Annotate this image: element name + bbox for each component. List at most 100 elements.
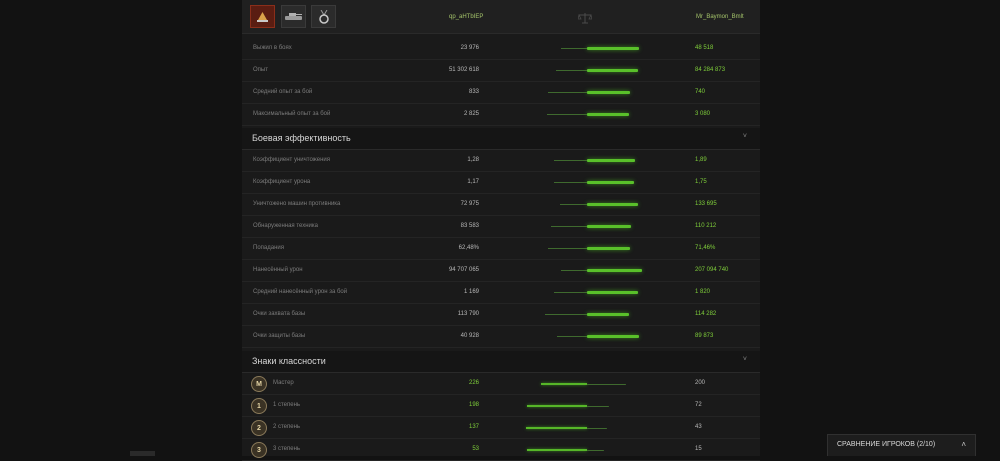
left-comparison-bar	[554, 292, 587, 293]
comparison-header	[242, 0, 760, 34]
left-player-name[interactable]: qp_aHTbIEP	[449, 14, 484, 20]
compare-players-button[interactable]: СРАВНЕНИЕ ИГРОКОВ (2/10) ˄	[827, 434, 976, 456]
right-comparison-bar	[587, 335, 639, 338]
right-comparison-bar	[587, 384, 626, 385]
left-player-value: 198	[468, 402, 479, 408]
left-comparison-bar	[548, 248, 587, 249]
right-comparison-bar	[587, 450, 604, 451]
left-player-value: 72 975	[460, 201, 479, 207]
stat-row: Обнаруженная техника 83 583 110 212	[242, 216, 760, 238]
scroll-thumb[interactable]	[130, 451, 155, 456]
chevron-down-icon: ˅	[742, 133, 747, 140]
stat-row: Средний нанесённый урон за бой 1 169 1 820	[242, 282, 760, 304]
right-player-value: 48 518	[695, 45, 714, 51]
right-player-value: 1,89	[695, 157, 707, 163]
stat-label: Очки защиты базы	[253, 333, 306, 339]
medal-icon	[318, 9, 329, 24]
right-player-value: 15	[695, 446, 702, 452]
stat-label: Попадания	[253, 245, 284, 251]
right-player-value: 43	[695, 424, 702, 430]
stat-label: Средний нанесённый урон за бой	[253, 289, 348, 295]
right-comparison-bar	[587, 91, 630, 94]
chevron-down-icon: ˅	[742, 356, 747, 363]
stat-label: Очки захвата базы	[253, 311, 306, 317]
right-player-value: 1 820	[695, 289, 711, 295]
mastery-badge-icon: 1	[251, 398, 267, 414]
right-player-value: 207 094 740	[695, 267, 729, 273]
tab-vehicles[interactable]	[281, 5, 306, 28]
left-player-value: 23 976	[460, 45, 479, 51]
right-comparison-bar	[587, 225, 631, 228]
stat-label: 1 степень	[273, 402, 301, 408]
right-player-name[interactable]: Mr_Baymon_Bmlt	[696, 14, 744, 20]
stat-label: Максимальный опыт за бой	[253, 111, 331, 117]
right-player-value: 71,46%	[695, 245, 716, 251]
right-comparison-bar	[587, 113, 629, 116]
stat-row: Очки защиты базы 40 928 89 873	[242, 326, 760, 348]
stat-label: 2 степень	[273, 424, 301, 430]
right-player-value: 114 282	[695, 311, 717, 317]
left-player-value: 53	[472, 446, 479, 452]
stat-row: 1 1 степень 198 72	[242, 395, 760, 417]
right-player-value: 1,75	[695, 179, 707, 185]
chevron-up-icon: ˄	[961, 440, 966, 449]
stat-row: Нанесённый урон 94 707 065 207 094 740	[242, 260, 760, 282]
stat-label: 3 степень	[273, 446, 301, 452]
section-marks-of-mastery[interactable]: Знаки классности ˅	[242, 351, 760, 373]
right-comparison-bar	[587, 247, 630, 250]
mastery-badge-icon: 2	[251, 420, 267, 436]
stat-row: Попадания 62,48% 71,46%	[242, 238, 760, 260]
compare-players-label: СРАВНЕНИЕ ИГРОКОВ (2/10)	[837, 441, 936, 448]
right-comparison-bar	[587, 181, 634, 184]
stat-row: Максимальный опыт за бой 2 825 3 080	[242, 104, 760, 126]
stat-row: Уничтожено машин противника 72 975 133 695	[242, 194, 760, 216]
left-player-value: 833	[468, 89, 479, 95]
left-player-value: 113 790	[457, 311, 479, 317]
left-comparison-bar	[548, 92, 587, 93]
left-player-value: 62,48%	[458, 245, 479, 251]
left-comparison-bar	[556, 70, 587, 71]
stat-label: Мастер	[273, 380, 294, 386]
right-comparison-bar	[587, 159, 635, 162]
left-player-value: 2 825	[463, 111, 479, 117]
right-player-value: 200	[695, 380, 706, 386]
left-player-value: 1 169	[463, 289, 479, 295]
stat-label: Уничтожено машин противника	[253, 201, 341, 207]
right-player-value: 84 284 873	[695, 67, 726, 73]
emblem-icon	[257, 12, 268, 22]
right-player-value: 72	[695, 402, 702, 408]
left-player-value: 1,28	[467, 157, 479, 163]
section-title: Боевая эффективность	[252, 133, 351, 143]
left-player-value: 1,17	[467, 179, 479, 185]
tank-icon	[285, 13, 302, 20]
stat-label: Выжил в боях	[253, 45, 292, 51]
left-comparison-bar	[547, 114, 587, 115]
section-combat-efficiency[interactable]: Боевая эффективность ˅	[242, 128, 760, 150]
stat-row: M Мастер 226 200	[242, 373, 760, 395]
mastery-badge-icon: M	[251, 376, 267, 392]
left-player-value: 94 707 065	[448, 267, 479, 273]
stat-label: Обнаруженная техника	[253, 223, 318, 229]
tab-achievements[interactable]	[311, 5, 336, 28]
right-comparison-bar	[587, 69, 638, 72]
right-comparison-bar	[587, 47, 639, 50]
stat-row: Коэффициент уничтожения 1,28 1,89	[242, 150, 760, 172]
stat-row: Выжил в боях 23 976 48 518	[242, 38, 760, 60]
stat-label: Опыт	[253, 67, 268, 73]
stat-row: Опыт 51 302 618 84 284 873	[242, 60, 760, 82]
stat-label: Коэффициент урона	[253, 179, 311, 185]
right-comparison-bar	[587, 313, 629, 316]
left-player-value: 226	[468, 380, 479, 386]
section-title: Знаки классности	[252, 356, 326, 366]
tab-overview[interactable]	[250, 5, 275, 28]
scales-icon	[577, 11, 593, 29]
left-player-value: 51 302 618	[448, 67, 479, 73]
stat-label: Нанесённый урон	[253, 267, 303, 273]
left-comparison-bar	[551, 226, 587, 227]
right-player-value: 133 695	[695, 201, 717, 207]
right-comparison-bar	[587, 269, 642, 272]
left-comparison-bar	[554, 182, 587, 183]
left-player-value: 83 583	[460, 223, 479, 229]
stat-row: 2 2 степень 137 43	[242, 417, 760, 439]
